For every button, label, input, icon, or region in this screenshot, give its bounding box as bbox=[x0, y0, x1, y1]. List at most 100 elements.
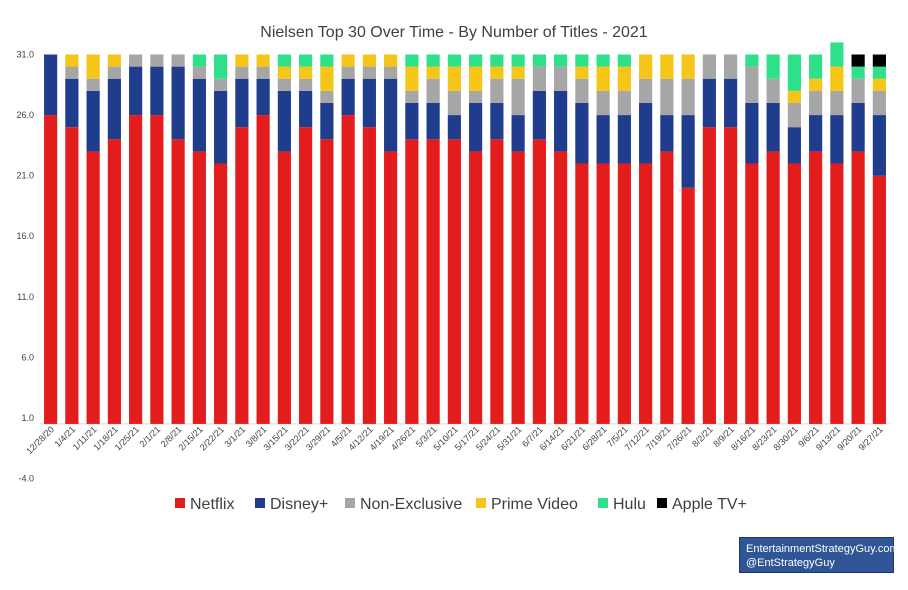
x-tick-label: 9/27/21 bbox=[856, 424, 884, 452]
bar-segment-prime-video bbox=[575, 66, 589, 79]
y-tick-label: 16.0 bbox=[16, 231, 34, 241]
bar-segment-netflix bbox=[596, 163, 610, 424]
bar-segment-disney- bbox=[320, 102, 334, 140]
bar-segment-non-exclusive bbox=[554, 66, 568, 91]
bar-segment-apple-tv- bbox=[851, 54, 865, 67]
bar-segment-netflix bbox=[107, 139, 121, 424]
bar-segment-disney- bbox=[490, 102, 504, 140]
bar-segment-prime-video bbox=[384, 54, 398, 67]
x-tick-label: 1/25/21 bbox=[113, 424, 141, 452]
bars bbox=[44, 42, 886, 424]
bar-segment-hulu bbox=[214, 54, 228, 79]
bar-segment-netflix bbox=[277, 151, 291, 424]
bar-segment-hulu bbox=[469, 54, 483, 67]
legend-label: Prime Video bbox=[491, 496, 578, 513]
bar-segment-disney- bbox=[44, 54, 58, 116]
x-axis: 12/28/201/4/211/11/211/18/211/25/212/1/2… bbox=[24, 423, 890, 456]
bar-segment-disney- bbox=[405, 102, 419, 140]
legend-swatch-disney- bbox=[255, 498, 265, 508]
bar-segment-netflix bbox=[575, 163, 589, 424]
bar-segment-netflix bbox=[511, 151, 525, 424]
legend-swatch-hulu bbox=[598, 498, 608, 508]
bar-segment-hulu bbox=[554, 54, 568, 67]
bar-segment-non-exclusive bbox=[277, 78, 291, 91]
bar-segment-disney- bbox=[639, 102, 653, 164]
bar-segment-prime-video bbox=[660, 54, 674, 79]
bar-segment-prime-video bbox=[809, 78, 823, 91]
bar-segment-non-exclusive bbox=[299, 78, 313, 91]
bar-segment-netflix bbox=[447, 139, 461, 424]
bar-segment-disney- bbox=[660, 115, 674, 152]
bar-segment-prime-video bbox=[490, 66, 504, 79]
bar-segment-disney- bbox=[787, 127, 801, 164]
bar-segment-netflix bbox=[554, 151, 568, 424]
bar-segment-netflix bbox=[405, 139, 419, 424]
bar-segment-prime-video bbox=[787, 90, 801, 103]
bar-segment-prime-video bbox=[830, 66, 844, 91]
bar-segment-disney- bbox=[575, 102, 589, 164]
bar-segment-hulu bbox=[851, 66, 865, 79]
bar-segment-netflix bbox=[660, 151, 674, 424]
bar-segment-netflix bbox=[787, 163, 801, 424]
bar-segment-hulu bbox=[532, 54, 546, 67]
bar-segment-hulu bbox=[320, 54, 334, 67]
bar-segment-disney- bbox=[469, 102, 483, 152]
bar-segment-hulu bbox=[596, 54, 610, 67]
bar-segment-non-exclusive bbox=[469, 90, 483, 103]
bar-segment-netflix bbox=[745, 163, 759, 424]
y-tick-label: 21.0 bbox=[16, 171, 34, 181]
bar-segment-netflix bbox=[65, 127, 79, 424]
bar-segment-prime-video bbox=[341, 54, 355, 67]
bar-segment-prime-video bbox=[511, 66, 525, 79]
bar-segment-netflix bbox=[426, 139, 440, 424]
x-tick-label: 8/30/21 bbox=[771, 424, 799, 452]
bar-segment-non-exclusive bbox=[532, 66, 546, 91]
bar-segment-disney- bbox=[192, 78, 206, 152]
bar-segment-non-exclusive bbox=[214, 78, 228, 91]
bar-segment-netflix bbox=[681, 187, 695, 424]
bar-segment-non-exclusive bbox=[405, 90, 419, 103]
bar-segment-non-exclusive bbox=[745, 66, 759, 103]
legend-swatch-apple-tv- bbox=[657, 498, 667, 508]
bar-segment-disney- bbox=[851, 102, 865, 152]
chart-title: Nielsen Top 30 Over Time - By Number of … bbox=[260, 24, 648, 41]
bar-segment-non-exclusive bbox=[809, 90, 823, 116]
legend-label: Hulu bbox=[613, 496, 646, 513]
bar-segment-hulu bbox=[426, 54, 440, 67]
bar-segment-hulu bbox=[872, 66, 886, 79]
bar-segment-non-exclusive bbox=[65, 66, 79, 79]
bar-segment-non-exclusive bbox=[171, 54, 185, 67]
bar-segment-non-exclusive bbox=[235, 66, 249, 79]
bar-segment-disney- bbox=[171, 66, 185, 140]
bar-segment-disney- bbox=[426, 102, 440, 140]
bar-segment-hulu bbox=[575, 54, 589, 67]
bar-segment-disney- bbox=[702, 78, 716, 128]
bar-segment-netflix bbox=[830, 163, 844, 424]
bar-segment-disney- bbox=[596, 115, 610, 164]
bar-segment-prime-video bbox=[426, 66, 440, 79]
bar-segment-prime-video bbox=[320, 66, 334, 91]
x-tick-label: 6/28/21 bbox=[580, 424, 608, 452]
bar-segment-disney- bbox=[532, 90, 546, 140]
bar-segment-netflix bbox=[192, 151, 206, 424]
bar-segment-disney- bbox=[511, 115, 525, 152]
bar-segment-disney- bbox=[872, 115, 886, 176]
bar-segment-prime-video bbox=[299, 66, 313, 79]
bar-segment-non-exclusive bbox=[830, 90, 844, 116]
bar-segment-non-exclusive bbox=[596, 90, 610, 116]
bar-segment-disney- bbox=[809, 115, 823, 152]
bar-segment-non-exclusive bbox=[320, 90, 334, 103]
bar-segment-non-exclusive bbox=[490, 78, 504, 103]
bar-segment-non-exclusive bbox=[702, 54, 716, 79]
bar-segment-netflix bbox=[872, 175, 886, 424]
bar-segment-non-exclusive bbox=[724, 54, 738, 79]
y-tick-label: 1.0 bbox=[21, 413, 34, 423]
x-tick-label: 3/1/21 bbox=[223, 424, 248, 449]
bar-segment-hulu bbox=[809, 54, 823, 79]
bar-segment-prime-video bbox=[235, 54, 249, 67]
bar-segment-disney- bbox=[724, 78, 738, 128]
x-tick-label: 2/22/21 bbox=[198, 424, 226, 452]
bar-segment-netflix bbox=[150, 115, 164, 424]
bar-segment-non-exclusive bbox=[362, 66, 376, 79]
